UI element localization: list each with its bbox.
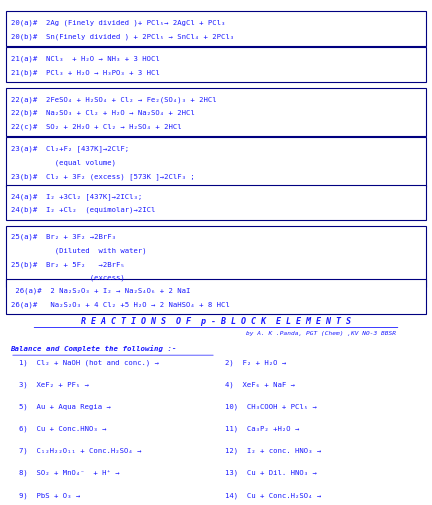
Text: 24(b)#  I₂ +Cl₂  (equimolar)→2ICl: 24(b)# I₂ +Cl₂ (equimolar)→2ICl xyxy=(11,207,155,213)
Text: 13)  Cu + Dil. HNO₃ →: 13) Cu + Dil. HNO₃ → xyxy=(225,469,317,475)
Text: 26(a)#   Na₂S₂O₃ + 4 Cl₂ +5 H₂O → 2 NaHSO₄ + 8 HCl: 26(a)# Na₂S₂O₃ + 4 Cl₂ +5 H₂O → 2 NaHSO₄… xyxy=(11,301,229,308)
Text: 8)  SO₂ + MnO₄⁻  + H⁺ →: 8) SO₂ + MnO₄⁻ + H⁺ → xyxy=(19,469,119,475)
Text: 7)  C₁₂H₂₂O₁₁ + Conc.H₂SO₄ →: 7) C₁₂H₂₂O₁₁ + Conc.H₂SO₄ → xyxy=(19,447,141,453)
Text: 21(a)#  NCl₃  + H₂O → NH₃ + 3 HOCl: 21(a)# NCl₃ + H₂O → NH₃ + 3 HOCl xyxy=(11,55,159,62)
Text: 21(b)#  PCl₃ + H₂O → H₃PO₃ + 3 HCl: 21(b)# PCl₃ + H₂O → H₃PO₃ + 3 HCl xyxy=(11,69,159,75)
Text: 6)  Cu + Conc.HNO₃ →: 6) Cu + Conc.HNO₃ → xyxy=(19,425,106,431)
Text: 12)  I₂ + conc. HNO₃ →: 12) I₂ + conc. HNO₃ → xyxy=(225,447,321,453)
Text: 9)  PbS + O₃ →: 9) PbS + O₃ → xyxy=(19,491,80,497)
FancyBboxPatch shape xyxy=(6,12,426,47)
Text: 20(b)#  Sn(Finely divided ) + 2PCl₅ → SnCl₄ + 2PCl₃: 20(b)# Sn(Finely divided ) + 2PCl₅ → SnC… xyxy=(11,33,234,40)
Text: 10)  CH₃COOH + PCl₅ →: 10) CH₃COOH + PCl₅ → xyxy=(225,402,317,409)
Text: 22(b)#  Na₂SO₃ + Cl₂ + H₂O → Na₂SO₄ + 2HCl: 22(b)# Na₂SO₃ + Cl₂ + H₂O → Na₂SO₄ + 2HC… xyxy=(11,110,194,116)
Text: 1)  Cl₂ + NaOH (hot and conc.) →: 1) Cl₂ + NaOH (hot and conc.) → xyxy=(19,359,159,365)
Text: (equal volume): (equal volume) xyxy=(11,160,116,166)
Text: 22(a)#  2FeSO₄ + H₂SO₄ + Cl₂ → Fe₂(SO₄)₃ + 2HCl: 22(a)# 2FeSO₄ + H₂SO₄ + Cl₂ → Fe₂(SO₄)₃ … xyxy=(11,96,216,103)
Text: 26(a)#  2 Na₂S₂O₃ + I₂ → Na₂S₄O₆ + 2 NaI: 26(a)# 2 Na₂S₂O₃ + I₂ → Na₂S₄O₆ + 2 NaI xyxy=(11,287,190,293)
Text: 22(c)#  SO₂ + 2H₂O + Cl₂ → H₂SO₄ + 2HCl: 22(c)# SO₂ + 2H₂O + Cl₂ → H₂SO₄ + 2HCl xyxy=(11,123,181,129)
Text: R E A C T I O N S  O F  p - B L O C K  E L E M E N T S: R E A C T I O N S O F p - B L O C K E L … xyxy=(81,317,351,326)
Text: 20(a)#  2Ag (Finely divided )+ PCl₅→ 2AgCl + PCl₃: 20(a)# 2Ag (Finely divided )+ PCl₅→ 2AgC… xyxy=(11,19,225,26)
Text: 25(b)#  Br₂ + 5F₂   →2BrF₅: 25(b)# Br₂ + 5F₂ →2BrF₅ xyxy=(11,261,124,267)
Text: 14)  Cu + Conc.H₂SO₄ →: 14) Cu + Conc.H₂SO₄ → xyxy=(225,491,321,497)
Text: 23(b)#  Cl₂ + 3F₂ (excess) [573K ]→2ClF₃ ;: 23(b)# Cl₂ + 3F₂ (excess) [573K ]→2ClF₃ … xyxy=(11,173,194,180)
FancyBboxPatch shape xyxy=(6,89,426,136)
Text: 3)  XeF₂ + PF₅ →: 3) XeF₂ + PF₅ → xyxy=(19,381,89,387)
FancyBboxPatch shape xyxy=(6,280,426,315)
FancyBboxPatch shape xyxy=(6,185,426,220)
Text: 24(a)#  I₂ +3Cl₂ [437K]→2ICl₃;: 24(a)# I₂ +3Cl₂ [437K]→2ICl₃; xyxy=(11,192,142,199)
Text: (Diluted  with water): (Diluted with water) xyxy=(11,247,146,254)
Text: by A. K .Panda, PGT (Chem) ,KV NO-3 BBSR: by A. K .Panda, PGT (Chem) ,KV NO-3 BBSR xyxy=(246,330,396,335)
FancyBboxPatch shape xyxy=(6,47,426,83)
Text: 2)  F₂ + H₂O →: 2) F₂ + H₂O → xyxy=(225,359,286,365)
Text: 4)  XeF₆ + NaF →: 4) XeF₆ + NaF → xyxy=(225,381,295,387)
FancyBboxPatch shape xyxy=(6,138,426,187)
Text: Balance and Complete the following :-: Balance and Complete the following :- xyxy=(10,344,177,351)
Text: (excess): (excess) xyxy=(11,274,124,281)
Text: 5)  Au + Aqua Regia →: 5) Au + Aqua Regia → xyxy=(19,402,111,409)
Text: 11)  Ca₃P₂ +H₂O →: 11) Ca₃P₂ +H₂O → xyxy=(225,425,299,431)
Text: 25(a)#  Br₂ + 3F₂ →2BrF₃: 25(a)# Br₂ + 3F₂ →2BrF₃ xyxy=(11,233,116,240)
FancyBboxPatch shape xyxy=(6,226,426,288)
Text: 23(a)#  Cl₂+F₂ [437K]→2ClF;: 23(a)# Cl₂+F₂ [437K]→2ClF; xyxy=(11,145,129,152)
